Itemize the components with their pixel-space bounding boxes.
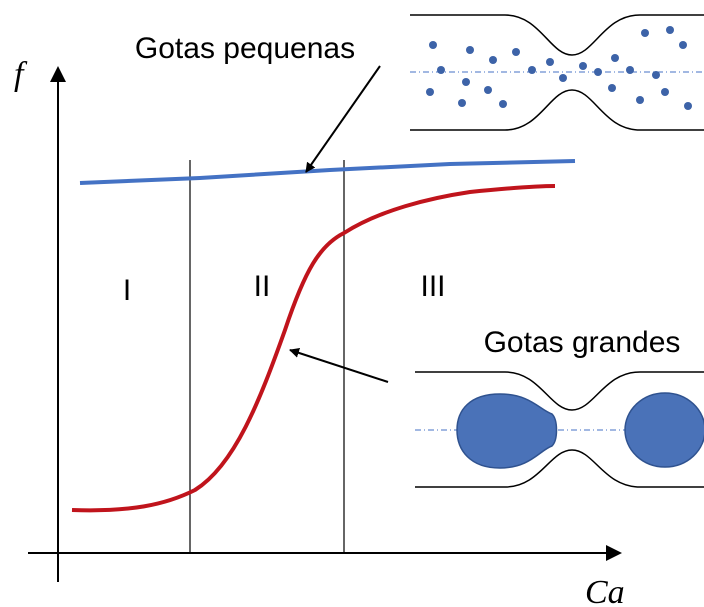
large-drops-inset	[415, 372, 704, 487]
small-drops-inset	[410, 15, 704, 130]
annotation: Gotas pequenas	[135, 32, 355, 65]
small-drops-curve	[80, 161, 575, 183]
region-label: I	[123, 274, 131, 307]
annotation: Gotas grandes	[484, 326, 681, 359]
annotation-arrow	[290, 350, 388, 382]
diagram: f Ca I II III Gotas pequenas Gotas grand…	[0, 0, 704, 607]
y-axis-label: f	[14, 56, 28, 93]
region-label: II	[254, 270, 271, 303]
annotation-arrow	[306, 66, 380, 172]
x-axis-label: Ca	[585, 574, 625, 607]
region-label: III	[420, 270, 445, 303]
